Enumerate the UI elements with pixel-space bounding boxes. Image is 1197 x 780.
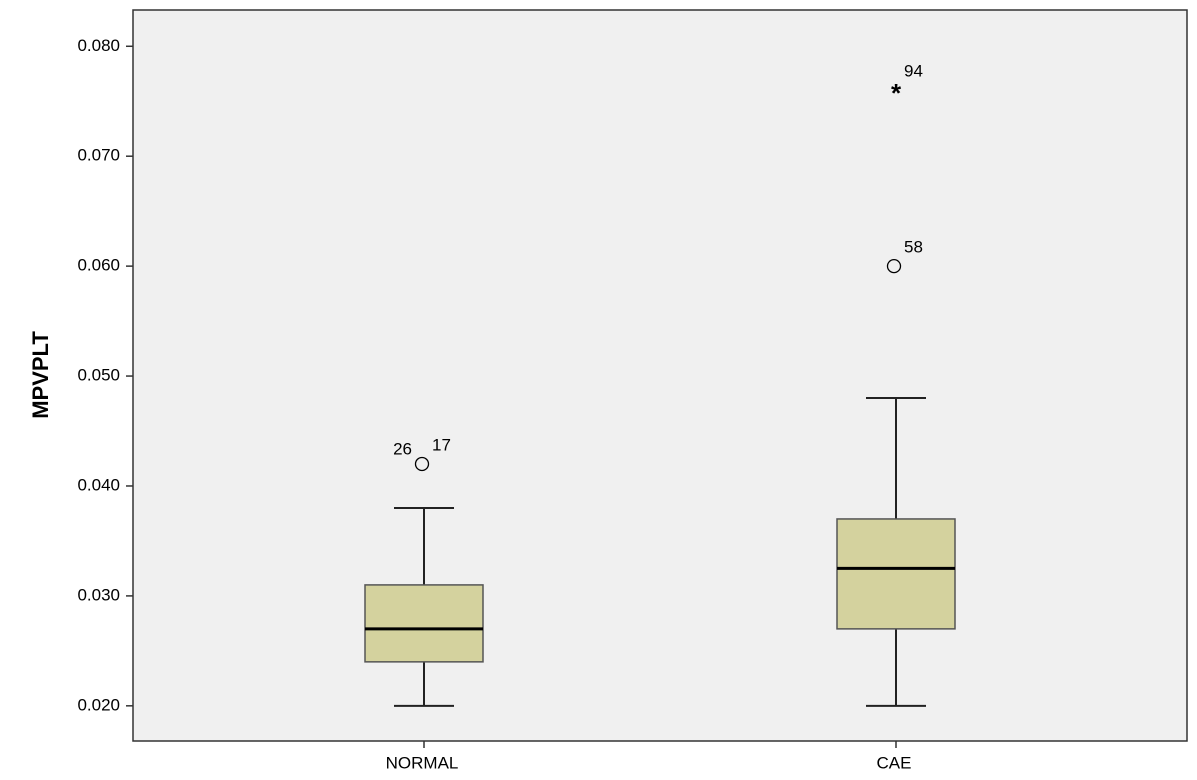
outlier xyxy=(414,456,430,472)
x-tick-label: NORMAL xyxy=(386,753,459,772)
y-tick-label: 0.020 xyxy=(77,695,120,714)
outlier-extreme: * xyxy=(891,78,902,108)
box xyxy=(364,584,484,663)
outlier-label: 94 xyxy=(904,62,923,81)
y-tick-label: 0.060 xyxy=(77,256,120,275)
outlier-label: 26 xyxy=(393,439,412,458)
y-tick-label: 0.040 xyxy=(77,475,120,494)
outlier-label: 58 xyxy=(904,238,923,257)
outlier xyxy=(886,258,902,274)
outlier-label: 17 xyxy=(432,435,451,454)
y-tick-label: 0.070 xyxy=(77,146,120,165)
y-tick-label: 0.030 xyxy=(77,585,120,604)
y-tick-label: 0.080 xyxy=(77,36,120,55)
y-axis-label: MPVPLT xyxy=(28,331,53,419)
y-tick-label: 0.050 xyxy=(77,366,120,385)
box xyxy=(836,518,956,630)
plot-area xyxy=(132,9,1188,742)
x-tick-label: CAE xyxy=(877,753,912,772)
